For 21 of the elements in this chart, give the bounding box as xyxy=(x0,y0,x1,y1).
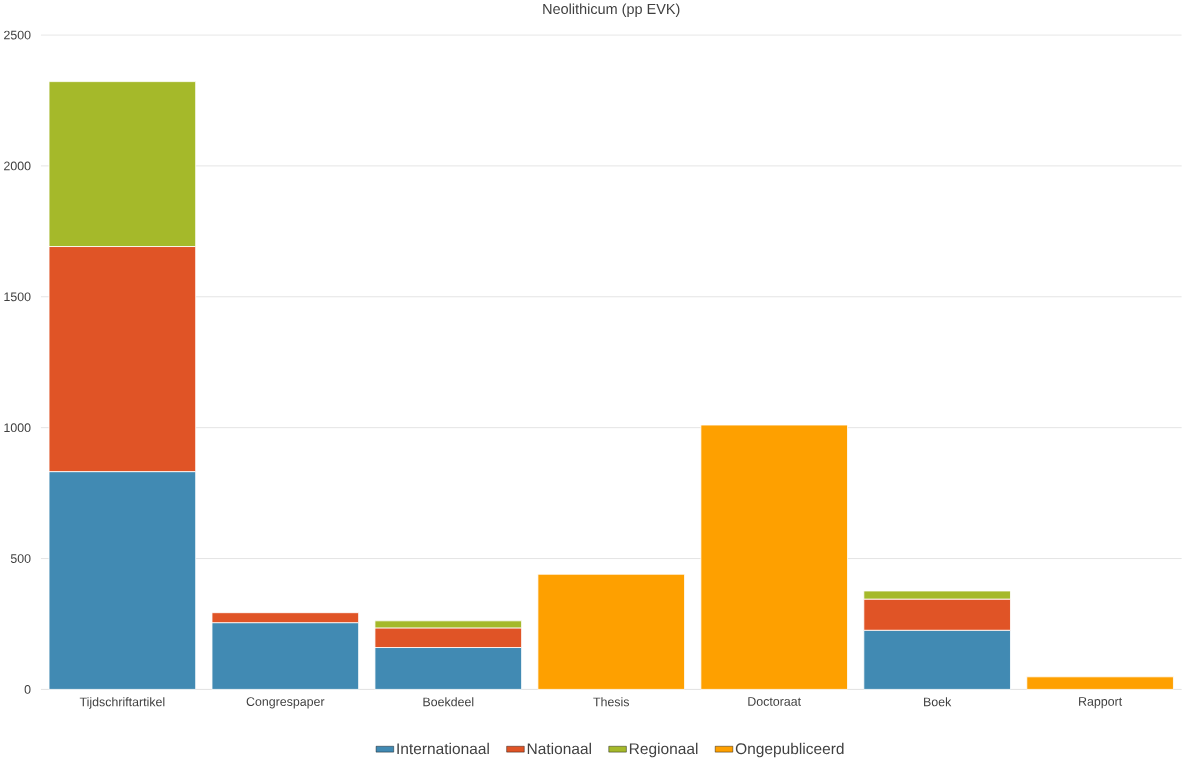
legend-label: Internationaal xyxy=(397,742,489,755)
bar xyxy=(1026,676,1174,690)
y-tick-label: 1000 xyxy=(4,423,31,433)
x-tick-label: Congrespaper xyxy=(246,697,325,709)
y-tick-label: 500 xyxy=(10,554,31,564)
x-tick-label: Tijdschriftartikel xyxy=(79,697,165,709)
chart-title: Neolithicum (pp EVK) xyxy=(543,3,680,18)
x-tick-label: Rapport xyxy=(1079,697,1123,709)
y-tick-label: 1500 xyxy=(4,292,31,302)
bar xyxy=(700,424,848,690)
x-tick-label: Boek xyxy=(924,697,952,707)
x-tick-label: Thesis xyxy=(593,697,630,707)
legend-label: Regionaal xyxy=(629,742,698,758)
legend-label: Ongepubliceerd xyxy=(735,742,844,758)
bar xyxy=(537,573,685,690)
y-tick-label: 2500 xyxy=(4,30,31,40)
x-tick-label: Boekdeel xyxy=(423,697,474,707)
y-tick-label: 0 xyxy=(24,685,31,694)
legend-label: Nationaal xyxy=(527,742,591,755)
x-tick-label: Doctoraat xyxy=(748,697,801,706)
y-tick-label: 2000 xyxy=(4,161,31,171)
